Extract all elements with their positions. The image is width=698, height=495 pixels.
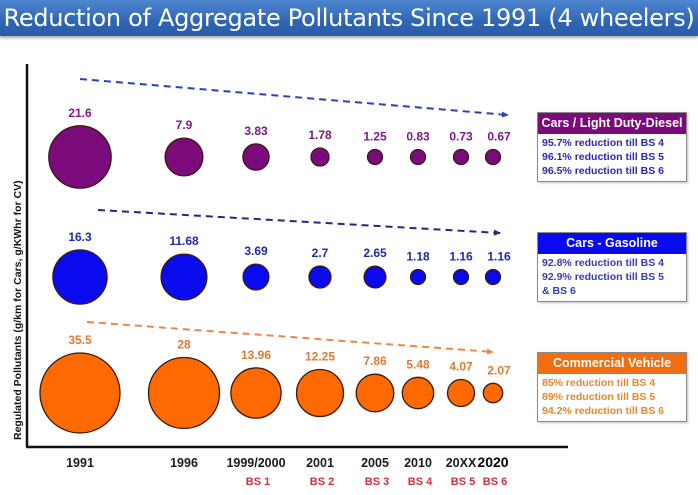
legend-line: 92.8% reduction till BS 4 [542, 257, 664, 269]
bubble [366, 148, 384, 166]
legend-box-gasoline: Cars - Gasoline 92.8% reduction till BS … [537, 232, 687, 302]
value-label: 2.7 [312, 246, 329, 260]
legend-line: 94.2% reduction till BS 6 [542, 405, 664, 417]
value-label: 3.83 [244, 124, 268, 138]
legend-line: & BS 6 [542, 285, 576, 297]
value-label: 16.3 [68, 230, 92, 244]
value-label: 7.86 [363, 354, 387, 368]
stage-label: BS 1 [246, 476, 270, 488]
bubble [363, 265, 387, 289]
legend-line: 95.7% reduction till BS 4 [542, 137, 664, 149]
page-title: Reduction of Aggregate Pollutants Since … [3, 4, 695, 32]
legend-line: 96.1% reduction till BS 5 [542, 151, 664, 163]
value-label: 0.67 [487, 130, 511, 144]
value-label: 4.07 [449, 360, 473, 374]
bubble [242, 263, 270, 291]
value-label: 3.69 [244, 244, 268, 258]
value-label: 28 [177, 338, 191, 352]
bubble [355, 373, 395, 413]
value-label: 0.73 [449, 130, 473, 144]
axes [25, 64, 568, 449]
bubble [147, 356, 221, 430]
value-label: 1.16 [449, 250, 473, 264]
legend-line: 96.5% reduction till BS 6 [542, 165, 664, 177]
bubble [48, 125, 112, 189]
bubble [52, 249, 108, 305]
value-label: 1.78 [308, 128, 332, 142]
trend-arrow [97, 209, 501, 236]
bubble [242, 143, 270, 171]
legend-title: Cars / Light Duty-Diesel [538, 113, 686, 134]
value-label: 1.16 [487, 250, 511, 264]
value-label: 12.25 [305, 350, 335, 364]
bubble [160, 253, 208, 301]
bubble [409, 268, 427, 286]
bubble [484, 148, 502, 166]
bubble [308, 265, 332, 289]
trend-arrow [86, 321, 494, 355]
bubble [310, 147, 330, 167]
value-label: 13.96 [241, 348, 271, 362]
value-label: 21.6 [68, 106, 92, 120]
stage-label: BS 3 [365, 476, 389, 488]
bubble [164, 137, 204, 177]
x-tick-labels: 1991 1996 1999/2000 BS 1 2001 BS 2 2005 BS 3 201… [66, 454, 509, 488]
value-label: 35.5 [68, 333, 92, 347]
bubble [295, 368, 345, 418]
bubble [401, 376, 435, 410]
legend-line: 89% reduction till BS 5 [542, 391, 656, 403]
value-label: 1.25 [363, 130, 387, 144]
x-tick-label: 2005 [361, 456, 389, 470]
value-label: 2.07 [487, 363, 511, 377]
value-label: 1.18 [406, 250, 430, 264]
trend-arrow [79, 78, 509, 118]
value-label: 0.83 [406, 130, 430, 144]
trend-arrows [79, 78, 509, 355]
bubble [452, 268, 470, 286]
bubble [482, 382, 504, 404]
title-bar: Reduction of Aggregate Pollutants Since … [0, 0, 698, 36]
x-tick-label: 2010 [404, 456, 432, 470]
value-label: 11.68 [169, 234, 199, 248]
bubble [484, 268, 502, 286]
stage-label: BS 4 [408, 476, 433, 488]
x-tick-label: 1999/2000 [226, 456, 285, 470]
value-label: 2.65 [363, 246, 387, 260]
bubble [409, 148, 427, 166]
x-tick-label: 1996 [170, 456, 198, 470]
value-labels: 21.6 7.9 3.83 1.78 1.25 0.83 0.73 0.67 16.3 11.68… [68, 106, 511, 377]
legend-line: 85% reduction till BS 4 [542, 377, 656, 389]
x-tick-label: 1991 [66, 456, 94, 470]
legend-box-commercial: Commercial Vehicle 85% reduction till BS… [537, 352, 687, 422]
value-label: 5.48 [406, 357, 430, 371]
bubble [230, 367, 282, 419]
x-tick-label: 20XX [446, 456, 477, 470]
value-label: 7.9 [176, 118, 193, 132]
legend-line: 92.9% reduction till BS 5 [542, 271, 664, 283]
bubbles [39, 125, 504, 434]
stage-label: BS 2 [310, 476, 334, 488]
stage-label: BS 5 [451, 476, 475, 488]
legend-title: Commercial Vehicle [538, 353, 686, 374]
x-tick-label: 2020 [477, 454, 508, 470]
x-tick-label: 2001 [306, 456, 334, 470]
legend-title: Cars - Gasoline [538, 233, 686, 254]
bubble [39, 352, 121, 434]
bubble [446, 378, 476, 408]
bubble [452, 148, 470, 166]
stage-label: BS 6 [483, 476, 507, 488]
legend-box-diesel: Cars / Light Duty-Diesel 95.7% reduction… [537, 112, 687, 182]
